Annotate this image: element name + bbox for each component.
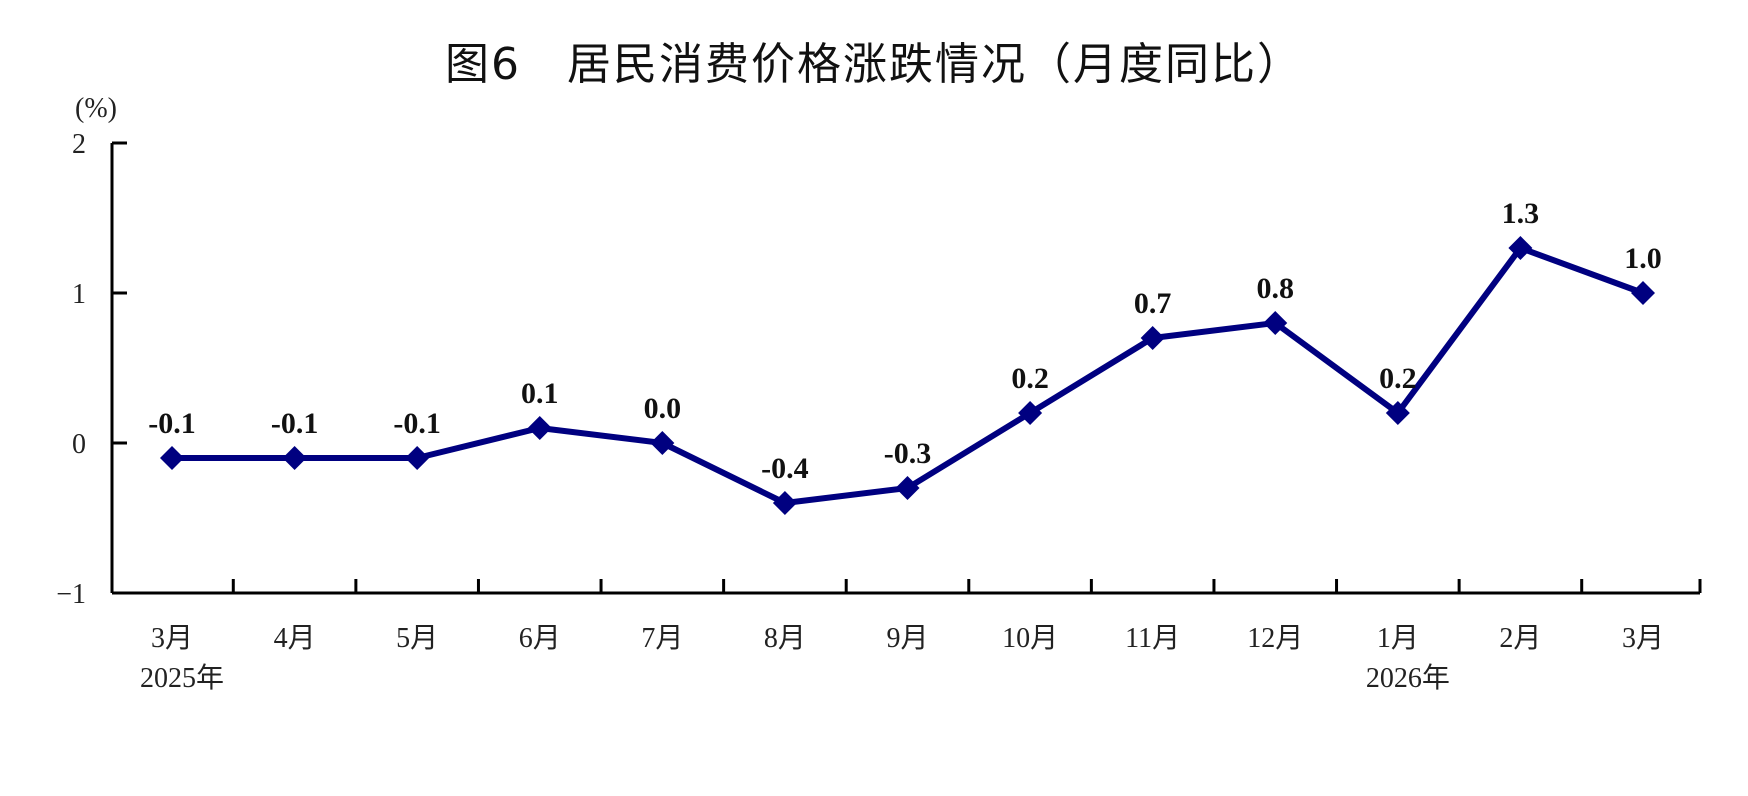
x-tick-label: 6月	[519, 623, 561, 654]
x-tick-label: 1月	[1377, 623, 1419, 654]
y-tick-label: 0	[72, 429, 86, 460]
x-tick-label: 10月	[1002, 623, 1058, 654]
x-tick-label: 11月	[1125, 623, 1180, 654]
data-point-marker	[1385, 401, 1410, 425]
data-label: 1.0	[1624, 242, 1662, 275]
data-label: 0.7	[1134, 287, 1172, 320]
data-point-marker	[282, 446, 307, 470]
data-point-marker	[1140, 326, 1165, 350]
x-year-label: 2025年	[140, 662, 224, 694]
y-axis-unit: (%)	[75, 93, 117, 124]
data-point-marker	[527, 416, 552, 440]
data-point-marker	[1508, 236, 1533, 260]
data-label: 0.2	[1011, 362, 1049, 395]
y-tick-label: −1	[56, 579, 86, 610]
data-point-marker	[895, 476, 920, 500]
x-tick-label: 3月	[1622, 623, 1664, 654]
data-label: 1.3	[1502, 197, 1540, 230]
data-label: 0.0	[644, 392, 682, 425]
data-point-marker	[1631, 281, 1655, 305]
x-tick-label: 7月	[641, 623, 683, 654]
data-label: 0.2	[1379, 362, 1417, 395]
x-tick-label: 12月	[1247, 623, 1303, 654]
data-label: -0.4	[761, 452, 809, 485]
data-point-marker	[1263, 311, 1288, 335]
x-tick-label: 2月	[1499, 623, 1541, 654]
data-point-marker	[650, 431, 675, 455]
data-point-marker	[160, 446, 184, 470]
data-label: 0.8	[1257, 272, 1295, 305]
x-tick-label: 5月	[396, 623, 438, 654]
data-point-marker	[1018, 401, 1043, 425]
data-point-marker	[405, 446, 430, 470]
x-year-label: 2026年	[1366, 662, 1450, 694]
data-label: -0.3	[884, 437, 932, 470]
data-label: -0.1	[148, 407, 196, 440]
x-tick-label: 3月	[151, 623, 193, 654]
data-label: -0.1	[271, 407, 319, 440]
x-tick-label: 4月	[274, 623, 316, 654]
x-tick-label: 8月	[764, 623, 806, 654]
y-tick-label: 2	[72, 129, 86, 160]
data-point-marker	[772, 491, 797, 515]
data-label: 0.1	[521, 377, 559, 410]
data-label: -0.1	[393, 407, 441, 440]
x-tick-label: 9月	[886, 623, 928, 654]
y-tick-label: 1	[72, 279, 86, 310]
chart-title: 图6 居民消费价格涨跌情况（月度同比）	[445, 39, 1303, 90]
